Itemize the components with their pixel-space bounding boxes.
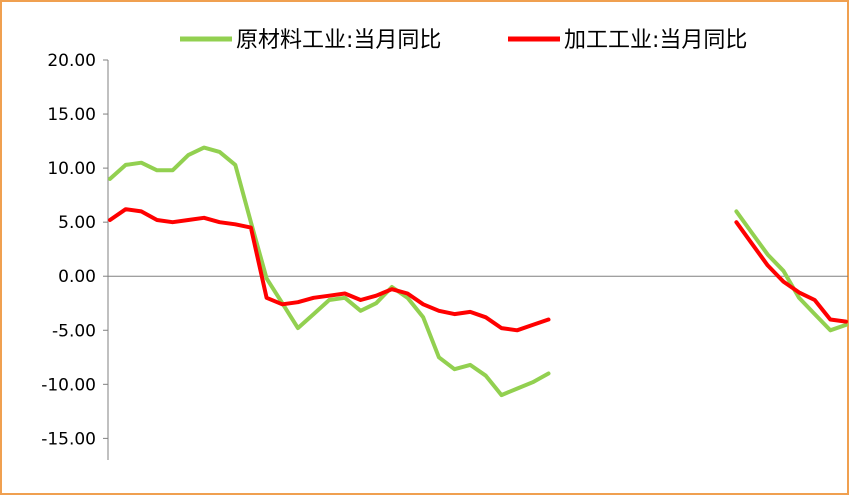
plot-area xyxy=(108,148,848,396)
y-tick-label: 10.00 xyxy=(47,159,96,179)
y-tick-label: -5.00 xyxy=(52,321,96,341)
series-line-0 xyxy=(110,148,846,396)
y-tick-label: -10.00 xyxy=(41,375,96,395)
y-axis: 20.00 15.00 10.00 5.00 0.00 -5.00 -10.00 -15.00 xyxy=(41,51,108,460)
legend-label-1: 加工工业:当月同比 xyxy=(564,28,747,53)
y-tick-label: 0.00 xyxy=(58,267,96,287)
y-tick-label: 20.00 xyxy=(47,51,96,71)
y-tick-label: 5.00 xyxy=(58,213,96,233)
y-tick-label: -15.00 xyxy=(41,429,96,449)
series-line-1 xyxy=(110,209,846,330)
chart-legend: 原材料工业:当月同比 加工工业:当月同比 xyxy=(180,28,747,53)
legend-label-0: 原材料工业:当月同比 xyxy=(236,28,441,53)
y-tick-label: 15.00 xyxy=(47,105,96,125)
